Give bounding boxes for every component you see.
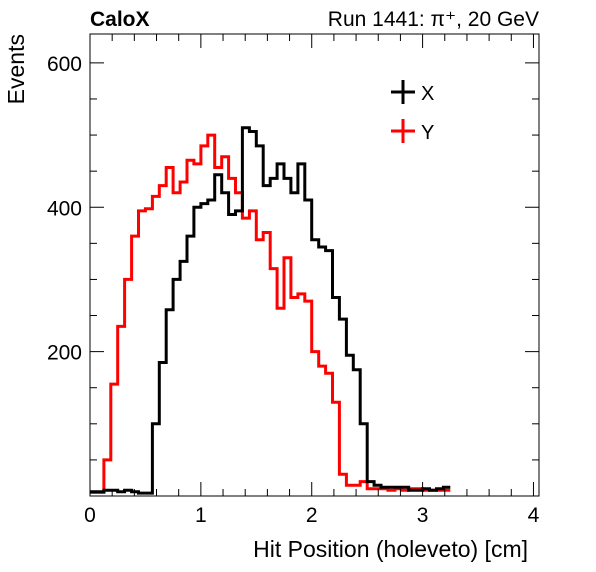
legend-label-y: Y — [421, 122, 434, 144]
legend-label-x: X — [421, 83, 434, 105]
series-y-line — [90, 133, 451, 494]
y-tick-label: 600 — [47, 53, 82, 76]
axes-layer: 0 1 2 3 4 200 400 600 — [47, 33, 540, 527]
x-tick-label: 2 — [306, 504, 318, 527]
series-x-line — [90, 126, 451, 495]
header-right-label: Run 1441: π⁺, 20 GeV — [328, 8, 539, 31]
y-axis-label: Events — [3, 34, 29, 104]
y-tick-label: 400 — [47, 197, 82, 220]
y-tick-label: 200 — [47, 342, 82, 365]
x-tick-label: 3 — [417, 504, 429, 527]
plot-frame — [89, 33, 540, 497]
legend: XY — [391, 80, 434, 144]
header-left-label: CaloX — [90, 8, 150, 31]
x-tick-label: 1 — [195, 504, 207, 527]
x-axis-label: Hit Position (holeveto) [cm] — [253, 536, 528, 562]
x-tick-label: 4 — [528, 504, 540, 527]
series-layer — [90, 126, 451, 495]
x-tick-label: 0 — [84, 504, 96, 527]
